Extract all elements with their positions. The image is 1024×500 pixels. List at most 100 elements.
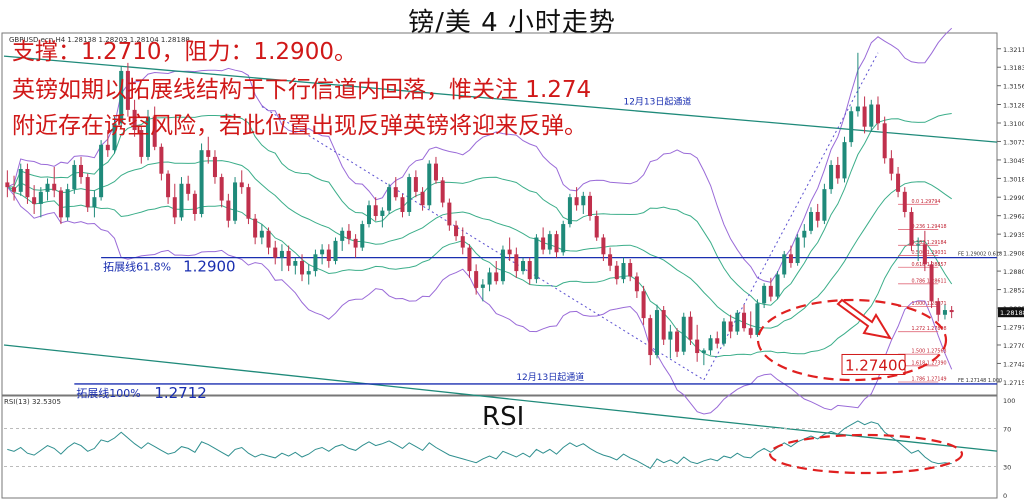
bollinger-bands: [6, 27, 953, 415]
candle-body: [467, 247, 472, 272]
band-outer-lower: [6, 186, 953, 415]
candle-body: [79, 164, 84, 178]
candle-body: [587, 195, 593, 217]
dotted-trend-line: [703, 52, 879, 381]
candle-body: [172, 197, 177, 218]
candle-body: [795, 237, 800, 264]
fib-label: 0.618 1.28857: [911, 262, 946, 268]
candle-body: [72, 164, 77, 190]
fib-label: 0.786 1.28611: [911, 278, 946, 284]
y-tick-label: 1.28525: [1003, 287, 1024, 295]
candle-body: [648, 318, 653, 356]
rsi-highlight-ellipse: [768, 433, 964, 475]
band-outer-upper: [7, 27, 953, 283]
candle-body: [547, 234, 552, 250]
candle-body: [889, 158, 894, 174]
candle-body: [25, 168, 30, 198]
fib-label: 0.500 1.29031: [911, 250, 946, 256]
rsi-line: [7, 420, 952, 470]
last-price-label: 1.28188: [1000, 309, 1024, 317]
candle-body: [273, 247, 278, 258]
target-box-label: 1.27400: [845, 356, 907, 374]
candle-body: [802, 230, 807, 238]
candle-body: [775, 274, 780, 297]
price-highlight-ellipse: [756, 298, 948, 382]
candle-body: [567, 197, 572, 225]
candle-body: [768, 285, 773, 297]
fib-label: 0.382 1.29184: [911, 240, 946, 246]
candle-body: [233, 182, 238, 221]
target-box: [841, 353, 906, 375]
candle-body: [219, 177, 224, 201]
candle-body: [835, 164, 840, 179]
candle-body: [869, 104, 874, 127]
candle-body: [695, 339, 700, 354]
candle-body: [119, 70, 124, 124]
lower-channel-line: [3, 344, 998, 452]
rsi-title: RSI: [482, 402, 525, 432]
candle-body: [65, 189, 70, 218]
candle-body: [942, 310, 947, 315]
candle-body: [507, 249, 512, 255]
candle-body: [628, 263, 633, 277]
candle-body: [715, 338, 720, 344]
annotation-line-3: 附近存在诱空风险，若此位置出现反弹英镑将迎来反弹。: [12, 113, 587, 139]
candle-body: [561, 224, 566, 253]
candle-body: [809, 211, 814, 231]
candle-body: [949, 310, 954, 313]
candle-body: [541, 237, 546, 250]
candle-body: [179, 183, 184, 218]
candle-body: [521, 261, 526, 272]
y-tick-label: 1.30730: [1003, 138, 1024, 146]
candle-body: [259, 230, 264, 238]
rsi-panel-header: RSI(13) 32.5305: [4, 398, 61, 406]
upper-channel-label: 12月13日起通道: [623, 96, 691, 108]
candle-body: [514, 254, 519, 272]
rsi-panel-frame: [1, 395, 998, 499]
y-tick-label: 1.27975: [1003, 324, 1024, 332]
candle-body: [286, 250, 291, 266]
candle-body: [212, 156, 217, 178]
rsi-y-tick-label: 70: [1003, 426, 1011, 434]
candle-body: [145, 116, 150, 157]
candle-body: [266, 230, 271, 248]
candle-body: [433, 163, 438, 181]
candle-body: [454, 225, 459, 237]
candle-body: [855, 106, 860, 112]
candle-body: [380, 210, 385, 217]
extension-line-label: 拓展线61.8%: [103, 260, 171, 274]
candle-body: [849, 111, 854, 143]
candle-body: [487, 272, 492, 285]
candle-body: [822, 189, 827, 221]
y-tick-label: 1.31280: [1003, 102, 1024, 110]
candle-body: [748, 328, 753, 335]
extension-line-right-label: FE 1.27148 1.000: [958, 378, 1002, 384]
candle-body: [661, 310, 666, 340]
candle-body: [152, 116, 157, 147]
candle-body: [300, 261, 305, 275]
candle-body: [313, 254, 318, 272]
lower-channel-label: 12月13日起通道: [516, 371, 584, 383]
candle-body: [360, 224, 365, 248]
candle-body: [902, 191, 907, 212]
candle-body: [701, 350, 706, 354]
candle-body: [936, 301, 941, 315]
candle-body: [306, 271, 311, 275]
candle-body: [92, 197, 97, 208]
candle-body: [239, 182, 244, 188]
candle-body: [32, 197, 37, 204]
candle-body: [125, 70, 130, 110]
y-tick-label: 1.30180: [1003, 175, 1024, 183]
candle-body: [742, 312, 747, 329]
upper-channel-line: [3, 55, 998, 143]
candle-body: [279, 250, 284, 258]
extension-lines: 拓展线61.8% 1.2900 FE 1.29002 0.618 拓展线100% 1.2…: [74, 252, 1002, 402]
band-middle: [7, 160, 952, 329]
candle-body: [18, 168, 23, 192]
extension-line-value: 1.2712: [154, 384, 207, 402]
price-panel-header: GBPUSD.ecn,H4 1.28138 1.28203 1.28104 1.…: [9, 36, 190, 44]
extension-line-right-label: FE 1.29002 0.618: [958, 252, 1002, 258]
candle-body: [440, 180, 445, 203]
last-price-box: [998, 307, 1024, 318]
